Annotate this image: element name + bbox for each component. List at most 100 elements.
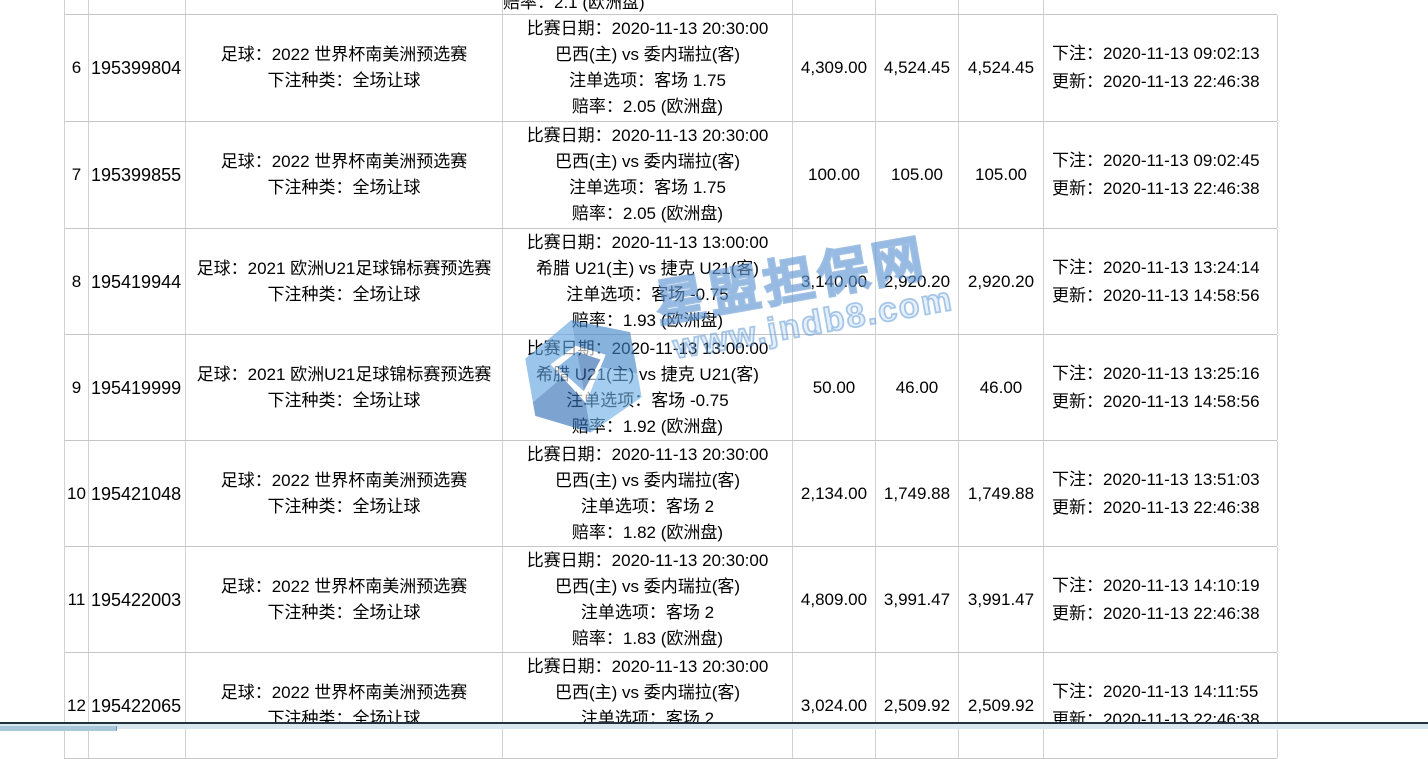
amount-cell: [876, 0, 959, 14]
row-number-cell: 12: [65, 653, 89, 758]
amount-cell: [793, 0, 876, 14]
bet-id-cell: 195422065: [89, 653, 186, 758]
bet-id-cell: 195422003: [89, 547, 186, 652]
updated-time-line: 更新：2020-11-13 22:46:38: [1052, 709, 1260, 729]
horizontal-scrollbar[interactable]: [0, 722, 1428, 731]
timestamps-cell: 下注：2020-11-13 13:24:14 更新：2020-11-13 14:…: [1044, 229, 1278, 334]
match-teams-line: 希腊 U21(主) vs 捷克 U21(客): [536, 258, 759, 278]
updated-time-line: 更新：2020-11-13 14:58:56: [1052, 391, 1260, 411]
table-row: 7 195399855 足球：2022 世界杯南美洲预选赛 下注种类：全场让球 …: [64, 122, 1278, 229]
odds-line: 赔率：2.1 (欧洲盘): [503, 0, 645, 12]
timestamps-cell: 下注：2020-11-13 09:02:45 更新：2020-11-13 22:…: [1044, 122, 1278, 228]
result-amount-cell: 4,524.45: [959, 15, 1044, 121]
match-option-line: 注单选项：客场 -0.75: [566, 284, 729, 304]
match-info-cell: 比赛日期：2020-11-13 20:30:00 巴西(主) vs 委内瑞拉(客…: [503, 122, 793, 228]
bet-id-cell: 195419999: [89, 335, 186, 440]
bet-type-line: 下注种类：全场让球: [267, 71, 421, 90]
table-body: 6 195399804 足球：2022 世界杯南美洲预选赛 下注种类：全场让球 …: [64, 15, 1278, 759]
table-row: 6 195399804 足球：2022 世界杯南美洲预选赛 下注种类：全场让球 …: [64, 15, 1278, 122]
match-teams-line: 巴西(主) vs 委内瑞拉(客): [554, 470, 741, 490]
match-info-cell: 比赛日期：2020-11-13 13:00:00 希腊 U21(主) vs 捷克…: [503, 229, 793, 334]
table-row: 11 195422003 足球：2022 世界杯南美洲预选赛 下注种类：全场让球…: [64, 547, 1278, 653]
match-teams-line: 巴西(主) vs 委内瑞拉(客): [554, 576, 741, 596]
match-option-line: 注单选项：客场 1.75: [569, 178, 726, 197]
match-date-line: 比赛日期：2020-11-13 20:30:00: [526, 19, 769, 38]
updated-time-line: 更新：2020-11-13 22:46:38: [1052, 72, 1260, 91]
league-cell: 足球：2022 世界杯南美洲预选赛 下注种类：全场让球: [186, 15, 503, 121]
league-cell: 足球：2021 欧洲U21足球锦标赛预选赛 下注种类：全场让球: [186, 335, 503, 440]
stake-amount-cell: 3,140.00: [793, 229, 876, 334]
match-date-line: 比赛日期：2020-11-13 20:30:00: [526, 444, 769, 464]
row-number-cell: 11: [65, 547, 89, 652]
row-number-cell: [65, 0, 89, 14]
match-odds-line: 赔率：1.92 (欧洲盘): [571, 416, 724, 436]
bet-type-line: 下注种类：全场让球: [267, 178, 421, 197]
bet-type-line: 下注种类：全场让球: [267, 284, 421, 304]
placed-time-line: 下注：2020-11-13 09:02:45: [1052, 151, 1260, 170]
match-option-line: 注单选项：客场 2: [580, 602, 715, 622]
match-date-line: 比赛日期：2020-11-13 20:30:00: [526, 126, 769, 145]
league-line: 足球：2022 世界杯南美洲预选赛: [220, 45, 468, 64]
row-number-cell: 9: [65, 335, 89, 440]
timestamps-cell: 下注：2020-11-13 14:10:19 更新：2020-11-13 22:…: [1044, 547, 1278, 652]
result-amount-cell: 46.00: [959, 335, 1044, 440]
payout-amount-cell: 2,920.20: [876, 229, 959, 334]
result-amount-cell: 2,509.92: [959, 653, 1044, 758]
updated-time-line: 更新：2020-11-13 14:58:56: [1052, 285, 1260, 305]
league-line: 足球：2022 世界杯南美洲预选赛: [220, 470, 468, 490]
bet-id-cell: 195399855: [89, 122, 186, 228]
payout-amount-cell: 1,749.88: [876, 441, 959, 546]
league-line: 足球：2021 欧洲U21足球锦标赛预选赛: [196, 364, 492, 384]
timestamps-cell: [1044, 0, 1277, 14]
placed-time-line: 下注：2020-11-13 13:25:16: [1052, 363, 1260, 383]
match-option-line: 注单选项：客场 2: [580, 496, 715, 516]
payout-amount-cell: 4,524.45: [876, 15, 959, 121]
table-row: 12 195422065 足球：2022 世界杯南美洲预选赛 下注种类：全场让球…: [64, 653, 1278, 759]
updated-time-line: 更新：2020-11-13 22:46:38: [1052, 603, 1260, 623]
stake-amount-cell: 50.00: [793, 335, 876, 440]
stake-amount-cell: 2,134.00: [793, 441, 876, 546]
timestamps-cell: 下注：2020-11-13 13:25:16 更新：2020-11-13 14:…: [1044, 335, 1278, 440]
placed-time-line: 下注：2020-11-13 13:24:14: [1052, 257, 1260, 277]
row-number-cell: 10: [65, 441, 89, 546]
result-amount-cell: 105.00: [959, 122, 1044, 228]
row-number-cell: 8: [65, 229, 89, 334]
match-teams-line: 希腊 U21(主) vs 捷克 U21(客): [536, 364, 759, 384]
placed-time-line: 下注：2020-11-13 14:11:55: [1052, 681, 1259, 701]
match-date-line: 比赛日期：2020-11-13 20:30:00: [526, 550, 769, 570]
league-cell: [186, 0, 503, 14]
league-line: 足球：2021 欧洲U21足球锦标赛预选赛: [196, 258, 492, 278]
table-row: 9 195419999 足球：2021 欧洲U21足球锦标赛预选赛 下注种类：全…: [64, 335, 1278, 441]
stake-amount-cell: 4,809.00: [793, 547, 876, 652]
result-amount-cell: 1,749.88: [959, 441, 1044, 546]
match-odds-line: 赔率：1.93 (欧洲盘): [571, 310, 724, 330]
row-number-cell: 6: [65, 15, 89, 121]
league-cell: 足球：2022 世界杯南美洲预选赛 下注种类：全场让球: [186, 547, 503, 652]
timestamps-cell: 下注：2020-11-13 09:02:13 更新：2020-11-13 22:…: [1044, 15, 1278, 121]
payout-amount-cell: 2,509.92: [876, 653, 959, 758]
bet-type-line: 下注种类：全场让球: [267, 496, 421, 516]
table-row-partial-top: 赔率：2.1 (欧洲盘): [64, 0, 1277, 15]
league-cell: 足球：2022 世界杯南美洲预选赛 下注种类：全场让球: [186, 653, 503, 758]
bet-type-line: 下注种类：全场让球: [267, 390, 421, 410]
league-line: 足球：2022 世界杯南美洲预选赛: [220, 682, 468, 702]
bet-id-cell: [89, 0, 186, 14]
match-date-line: 比赛日期：2020-11-13 20:30:00: [526, 656, 769, 676]
updated-time-line: 更新：2020-11-13 22:46:38: [1052, 179, 1260, 198]
payout-amount-cell: 105.00: [876, 122, 959, 228]
placed-time-line: 下注：2020-11-13 13:51:03: [1052, 469, 1260, 489]
match-teams-line: 巴西(主) vs 委内瑞拉(客): [554, 682, 741, 702]
stake-amount-cell: 100.00: [793, 122, 876, 228]
updated-time-line: 更新：2020-11-13 22:46:38: [1052, 497, 1260, 517]
league-line: 足球：2022 世界杯南美洲预选赛: [220, 576, 468, 596]
timestamps-cell: 下注：2020-11-13 14:11:55 更新：2020-11-13 22:…: [1044, 653, 1278, 758]
bet-type-line: 下注种类：全场让球: [267, 602, 421, 622]
match-date-line: 比赛日期：2020-11-13 13:00:00: [526, 232, 769, 252]
bet-id-cell: 195421048: [89, 441, 186, 546]
bet-records-table: 赔率：2.1 (欧洲盘) 6 195399804 足球：2022 世界杯南美洲预…: [64, 0, 1278, 759]
row-number-cell: 7: [65, 122, 89, 228]
match-info-cell: 比赛日期：2020-11-13 20:30:00 巴西(主) vs 委内瑞拉(客…: [503, 15, 793, 121]
table-row: 8 195419944 足球：2021 欧洲U21足球锦标赛预选赛 下注种类：全…: [64, 229, 1278, 335]
bet-id-cell: 195399804: [89, 15, 186, 121]
payout-amount-cell: 3,991.47: [876, 547, 959, 652]
